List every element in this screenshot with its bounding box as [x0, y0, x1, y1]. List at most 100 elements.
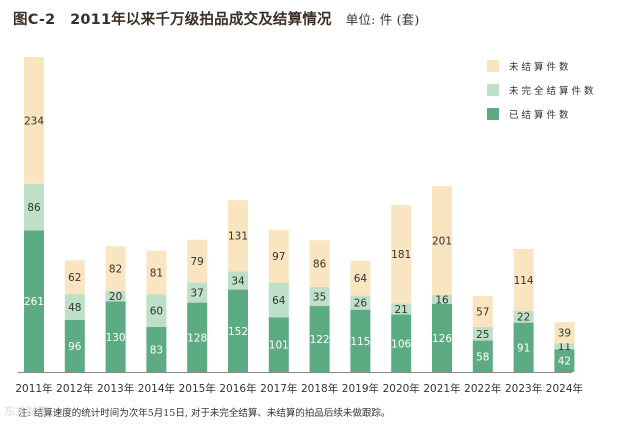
data-label-settled-11: 126 [432, 333, 452, 345]
data-label-settled-13: 91 [517, 342, 530, 354]
data-label-unsettled-8: 86 [313, 259, 327, 271]
bar-unsettled-6 [228, 200, 248, 272]
x-tick-label-9: 2019年 [342, 382, 379, 395]
unit-label: 单位: 件 (套) [345, 12, 420, 27]
bar-partial-10 [391, 303, 412, 315]
bar-partial-4 [146, 294, 167, 327]
bar-settled-11 [432, 303, 452, 372]
bar-unsettled-9 [350, 260, 371, 296]
bar-settled-1 [24, 230, 44, 372]
legend-label-unsettled: 未结算件数 [509, 62, 572, 73]
bar-settled-12 [472, 340, 493, 372]
data-label-settled-7: 101 [269, 340, 289, 352]
legend-swatch-partial [487, 84, 499, 96]
legend-item-settled: 已结算件数 [487, 106, 597, 122]
bar-unsettled-2 [64, 260, 85, 294]
bar-unsettled-11 [432, 186, 452, 296]
x-tick-label-7: 2017年 [260, 382, 297, 395]
data-label-partial-11: 16 [435, 294, 449, 306]
data-label-settled-8: 122 [310, 334, 330, 346]
bar-partial-6 [228, 271, 248, 290]
bar-unsettled-12 [472, 296, 493, 327]
data-label-partial-6: 34 [231, 275, 245, 287]
x-tick-label-10: 2020年 [383, 382, 420, 395]
data-label-partial-5: 37 [191, 288, 204, 300]
data-label-partial-3: 20 [109, 291, 122, 303]
data-label-partial-7: 64 [272, 295, 286, 307]
bar-settled-6 [228, 289, 248, 372]
data-label-partial-14: 11 [558, 341, 571, 353]
bar-partial-5 [187, 282, 208, 303]
bar-partial-9 [350, 295, 371, 310]
data-label-settled-10: 106 [391, 338, 411, 350]
bar-unsettled-7 [268, 229, 289, 283]
bar-partial-1 [24, 183, 44, 231]
data-label-partial-9: 26 [354, 298, 368, 310]
bar-settled-5 [187, 302, 208, 372]
x-tick-label-12: 2022年 [464, 382, 501, 395]
bar-partial-7 [268, 282, 289, 318]
bar-unsettled-14 [554, 322, 575, 344]
x-tick-label-1: 2011年 [15, 382, 52, 395]
bar-partial-13 [513, 310, 534, 323]
footnote: 注: 结算速度的统计时间为次年5月15日, 对于未完全结算、未结算的拍品后续未做… [4, 405, 390, 419]
bar-settled-10 [391, 314, 412, 372]
bar-partial-2 [64, 293, 85, 320]
x-tick-label-4: 2014年 [138, 382, 175, 395]
legend-item-partial: 未完全结算件数 [487, 82, 597, 98]
data-label-unsettled-2: 62 [68, 272, 81, 284]
data-label-partial-2: 48 [68, 302, 81, 314]
bar-partial-14 [554, 343, 575, 350]
data-label-unsettled-14: 39 [558, 328, 571, 340]
data-label-settled-12: 58 [476, 351, 489, 363]
legend-label-partial: 未完全结算件数 [509, 86, 597, 97]
x-tick-label-3: 2013年 [97, 382, 134, 395]
bar-partial-3 [105, 290, 126, 302]
bar-unsettled-10 [391, 205, 412, 304]
legend-label-settled: 已结算件数 [509, 110, 572, 121]
data-label-partial-4: 60 [150, 306, 163, 318]
x-tick-label-5: 2015年 [179, 382, 216, 395]
data-label-partial-10: 21 [395, 304, 408, 316]
watermark-text: 东方财富 [4, 405, 48, 418]
legend-item-unsettled: 未结算件数 [487, 58, 597, 74]
data-label-unsettled-3: 82 [109, 263, 122, 275]
data-label-unsettled-12: 57 [476, 307, 489, 319]
legend-swatch-settled [487, 108, 499, 120]
legend: 未结算件数 未完全结算件数 已结算件数 [487, 58, 597, 130]
bar-unsettled-1 [24, 57, 44, 184]
data-label-partial-13: 22 [517, 312, 530, 324]
bar-partial-8 [309, 286, 330, 306]
x-tick-label-2: 2012年 [56, 382, 93, 395]
data-label-settled-3: 130 [106, 332, 126, 344]
bar-settled-4 [146, 327, 167, 372]
x-tick-label-13: 2023年 [505, 382, 542, 395]
bar-unsettled-3 [105, 246, 126, 291]
data-label-settled-2: 96 [68, 341, 82, 353]
data-label-unsettled-4: 81 [150, 268, 163, 280]
bar-unsettled-13 [513, 248, 534, 311]
bar-unsettled-5 [187, 239, 208, 283]
data-label-unsettled-9: 64 [354, 273, 368, 285]
data-label-unsettled-6: 131 [228, 231, 248, 243]
bar-settled-2 [64, 319, 85, 372]
bar-settled-9 [350, 309, 371, 372]
data-label-unsettled-1: 234 [24, 115, 44, 127]
bar-partial-12 [472, 327, 493, 341]
legend-swatch-unsettled [487, 60, 499, 72]
x-tick-label-14: 2024年 [546, 382, 583, 395]
data-label-partial-8: 35 [313, 291, 326, 303]
x-tick-label-6: 2016年 [219, 382, 256, 395]
bar-unsettled-8 [309, 240, 330, 287]
bar-settled-7 [268, 317, 289, 372]
x-tick-label-8: 2018年 [301, 382, 338, 395]
bar-partial-11 [432, 295, 452, 304]
data-label-unsettled-13: 114 [514, 275, 534, 287]
data-label-partial-12: 25 [476, 329, 489, 341]
x-tick-label-11: 2021年 [423, 382, 460, 395]
data-label-settled-6: 152 [228, 326, 248, 338]
data-label-settled-1: 261 [24, 296, 44, 308]
data-label-partial-1: 86 [27, 202, 41, 214]
data-label-unsettled-7: 97 [272, 251, 285, 263]
data-label-unsettled-11: 201 [432, 236, 452, 248]
